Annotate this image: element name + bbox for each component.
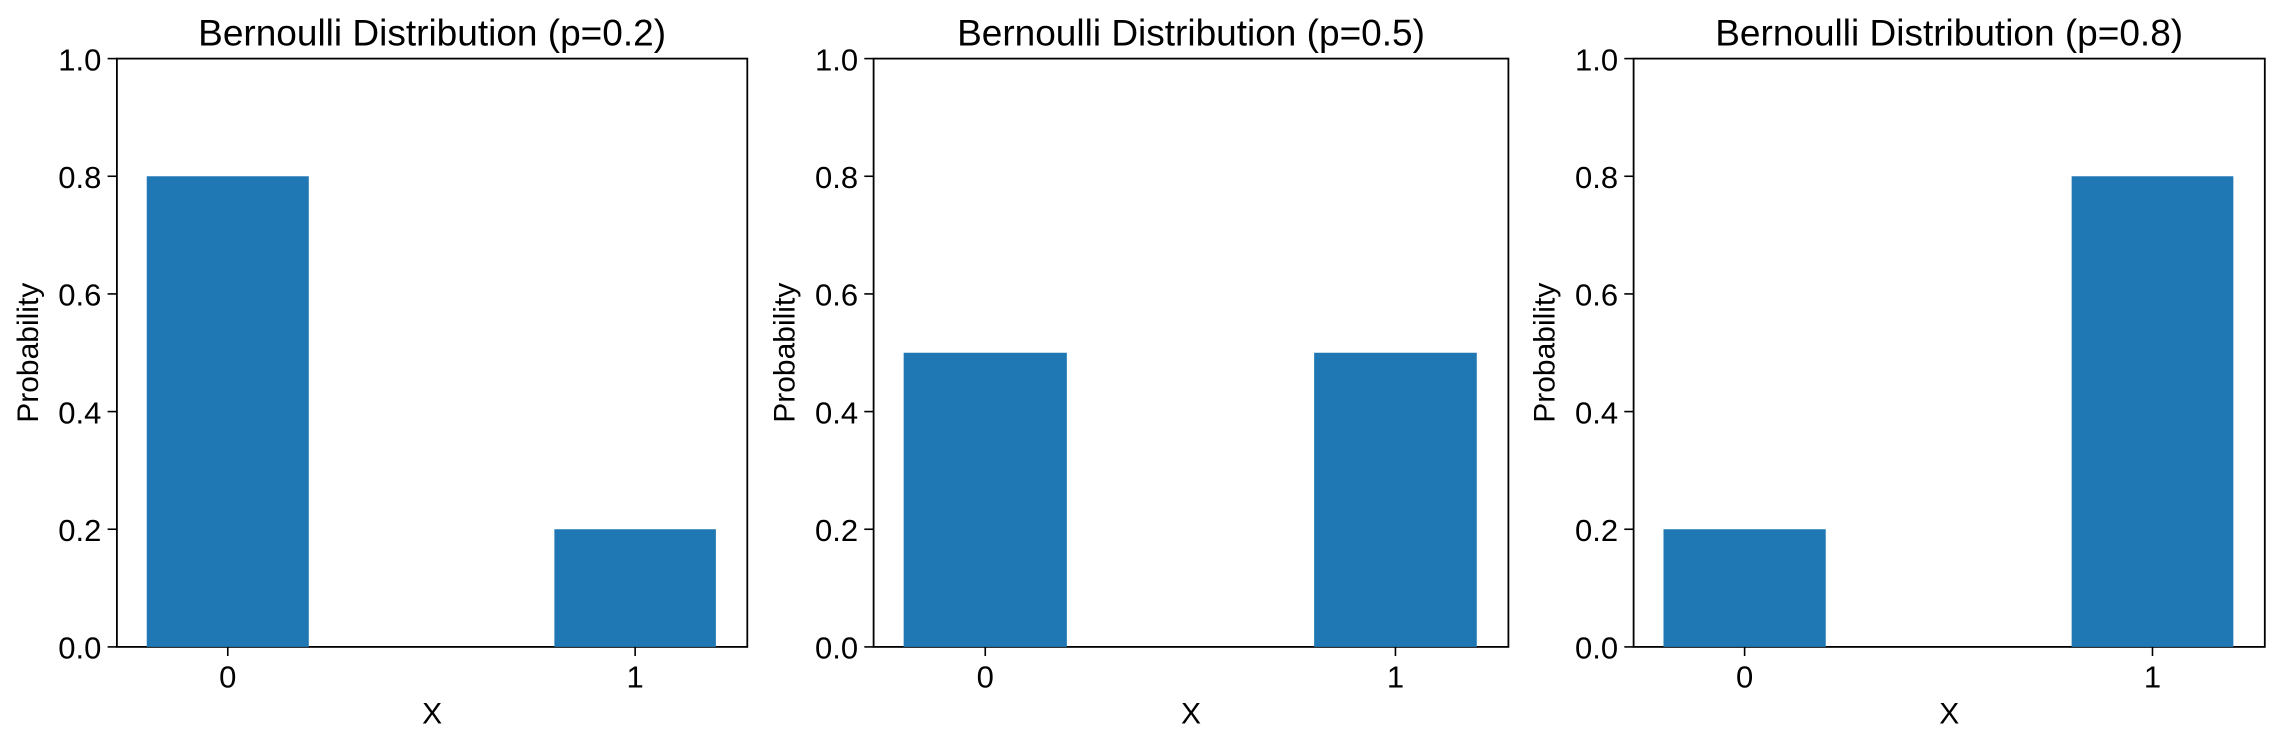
svg-text:1: 1 [627, 659, 644, 694]
svg-text:0: 0 [977, 659, 994, 694]
svg-text:0.0: 0.0 [58, 631, 101, 666]
svg-text:Probability: Probability [769, 283, 802, 423]
svg-text:0.6: 0.6 [815, 278, 858, 313]
svg-text:X: X [422, 698, 442, 731]
svg-text:0: 0 [1736, 659, 1753, 694]
svg-text:1: 1 [1387, 659, 1404, 694]
svg-text:0.2: 0.2 [1575, 513, 1618, 548]
svg-text:0.8: 0.8 [1575, 160, 1618, 195]
svg-text:X: X [1181, 698, 1201, 731]
svg-text:0.6: 0.6 [1575, 278, 1618, 313]
svg-text:0.4: 0.4 [815, 395, 858, 430]
svg-text:1.0: 1.0 [58, 42, 101, 77]
svg-text:0.2: 0.2 [58, 513, 101, 548]
svg-text:Probability: Probability [12, 283, 45, 423]
svg-text:0.4: 0.4 [58, 395, 101, 430]
svg-text:Bernoulli Distribution (p=0.8): Bernoulli Distribution (p=0.8) [1715, 13, 2183, 54]
svg-text:1.0: 1.0 [815, 42, 858, 77]
svg-text:0.4: 0.4 [1575, 395, 1618, 430]
svg-text:Probability: Probability [1529, 283, 1562, 423]
svg-text:0.2: 0.2 [815, 513, 858, 548]
svg-text:0.8: 0.8 [58, 160, 101, 195]
svg-text:1.0: 1.0 [1575, 42, 1618, 77]
svg-text:0: 0 [219, 659, 236, 694]
svg-text:0.6: 0.6 [58, 278, 101, 313]
svg-text:X: X [1939, 698, 1959, 731]
svg-text:0.0: 0.0 [815, 631, 858, 666]
svg-text:Bernoulli Distribution (p=0.2): Bernoulli Distribution (p=0.2) [198, 13, 666, 54]
svg-text:0.8: 0.8 [815, 160, 858, 195]
svg-text:0.0: 0.0 [1575, 631, 1618, 666]
svg-text:Bernoulli Distribution (p=0.5): Bernoulli Distribution (p=0.5) [957, 13, 1425, 54]
svg-text:1: 1 [2144, 659, 2161, 694]
